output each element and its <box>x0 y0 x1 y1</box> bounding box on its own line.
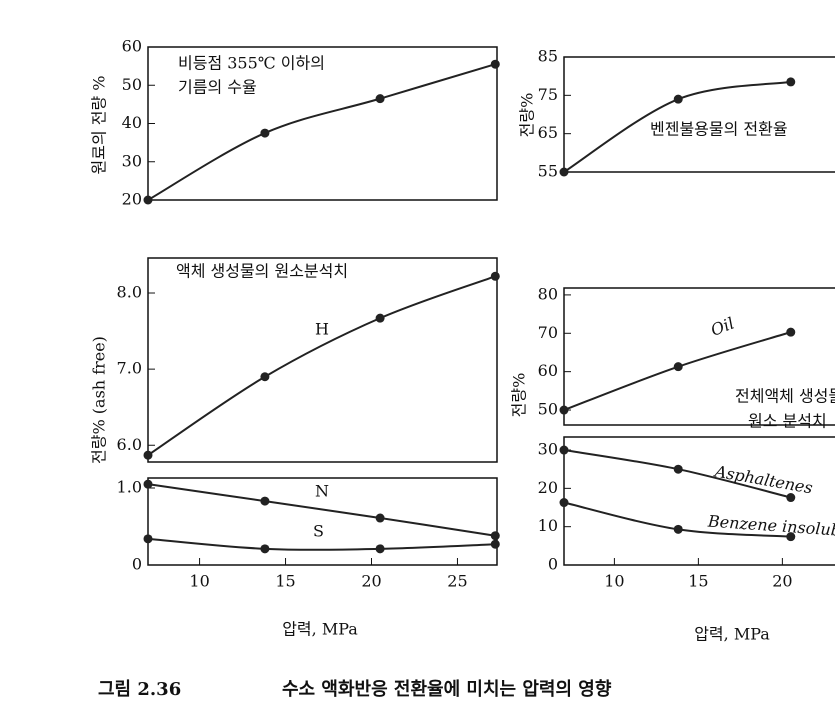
series-label: Asphaltenes <box>712 461 815 497</box>
x-tick-label: 20 <box>772 572 792 591</box>
series-line <box>147 63 496 201</box>
x-tick-label: 25 <box>447 572 467 591</box>
data-point <box>490 531 500 541</box>
plot-frame <box>563 56 835 173</box>
series-line <box>147 537 496 551</box>
data-point <box>490 59 500 69</box>
data-point <box>143 450 153 460</box>
y-tick-label: 65 <box>538 123 558 142</box>
data-point <box>673 362 683 372</box>
y-axis-label: 원료의 전량 % <box>90 76 109 175</box>
series-label: Benzene insolubles <box>706 511 835 541</box>
y-tick-label: 7.0 <box>117 359 142 378</box>
data-point <box>673 464 683 474</box>
data-point <box>375 313 385 323</box>
data-point <box>786 532 796 542</box>
x-tick-label: 10 <box>604 572 624 591</box>
data-point <box>559 405 569 415</box>
data-point <box>143 195 153 205</box>
y-tick-label: 85 <box>538 47 558 66</box>
y-tick-label: 30 <box>538 440 558 459</box>
y-axis-label: 전량% (ash free) <box>90 336 109 464</box>
annotation: 원소 분석치 <box>748 412 827 431</box>
data-point <box>260 372 270 382</box>
y-tick-label: 1.0 <box>117 478 142 497</box>
y-tick-label: 60 <box>538 361 558 380</box>
y-tick-label: 8.0 <box>117 283 142 302</box>
data-point <box>559 445 569 455</box>
y-tick-label: 0 <box>548 555 558 574</box>
plot-frame <box>147 477 498 566</box>
y-tick-label: 30 <box>122 151 142 170</box>
caption-text: 수소 액화반응 전환율에 미치는 압력의 영향 <box>282 678 612 700</box>
data-point <box>375 513 385 523</box>
data-point <box>673 94 683 104</box>
x-tick-label: 15 <box>275 572 295 591</box>
y-tick-label: 10 <box>538 516 558 535</box>
series-label: N <box>315 482 329 501</box>
x-tick-label: 20 <box>361 572 381 591</box>
series-line <box>147 483 496 537</box>
y-tick-label: 70 <box>538 323 558 342</box>
data-point <box>490 271 500 281</box>
x-tick-label: 15 <box>688 572 708 591</box>
y-tick-label: 60 <box>122 37 142 56</box>
y-tick-label: 20 <box>538 478 558 497</box>
y-tick-label: 20 <box>122 190 142 209</box>
y-tick-label: 6.0 <box>117 435 142 454</box>
data-point <box>786 327 796 337</box>
data-point <box>673 524 683 534</box>
data-point <box>559 167 569 177</box>
data-point <box>143 534 153 544</box>
data-point <box>375 94 385 104</box>
plot-frame <box>563 287 835 426</box>
annotation: 기름의 수율 <box>178 78 257 97</box>
series-label: H <box>315 320 329 339</box>
series-label: S <box>313 522 324 541</box>
y-tick-label: 50 <box>538 400 558 419</box>
y-tick-label: 50 <box>122 75 142 94</box>
annotation: 비등점 355℃ 이하의 <box>178 54 325 73</box>
annotation: 전체액체 생성물의 <box>735 387 835 406</box>
data-point <box>559 498 569 508</box>
series-line <box>147 275 496 456</box>
y-tick-label: 40 <box>122 113 142 132</box>
y-tick-label: 75 <box>538 85 558 104</box>
x-tick-label: 10 <box>189 572 209 591</box>
data-point <box>490 539 500 549</box>
plot-frame <box>147 257 498 463</box>
y-axis-label: 전량% <box>518 93 537 138</box>
annotation: 벤젠불용물의 전환율 <box>650 120 788 139</box>
y-tick-label: 80 <box>538 284 558 303</box>
data-point <box>260 496 270 506</box>
annotation: 액체 생성물의 원소분석치 <box>176 262 348 281</box>
data-point <box>143 479 153 489</box>
y-tick-label: 55 <box>538 162 558 181</box>
x-axis-label: 압력, MPa <box>282 620 358 639</box>
y-axis-label: 전량% <box>510 373 529 418</box>
x-axis-label: 압력, MPa <box>694 625 770 644</box>
data-point <box>786 493 796 503</box>
caption-label: 그림 2.36 <box>98 679 181 700</box>
data-point <box>375 544 385 554</box>
data-point <box>260 128 270 138</box>
data-point <box>786 77 796 87</box>
data-point <box>260 544 270 554</box>
series-label: Oil <box>708 314 737 340</box>
y-tick-label: 0 <box>132 555 142 574</box>
